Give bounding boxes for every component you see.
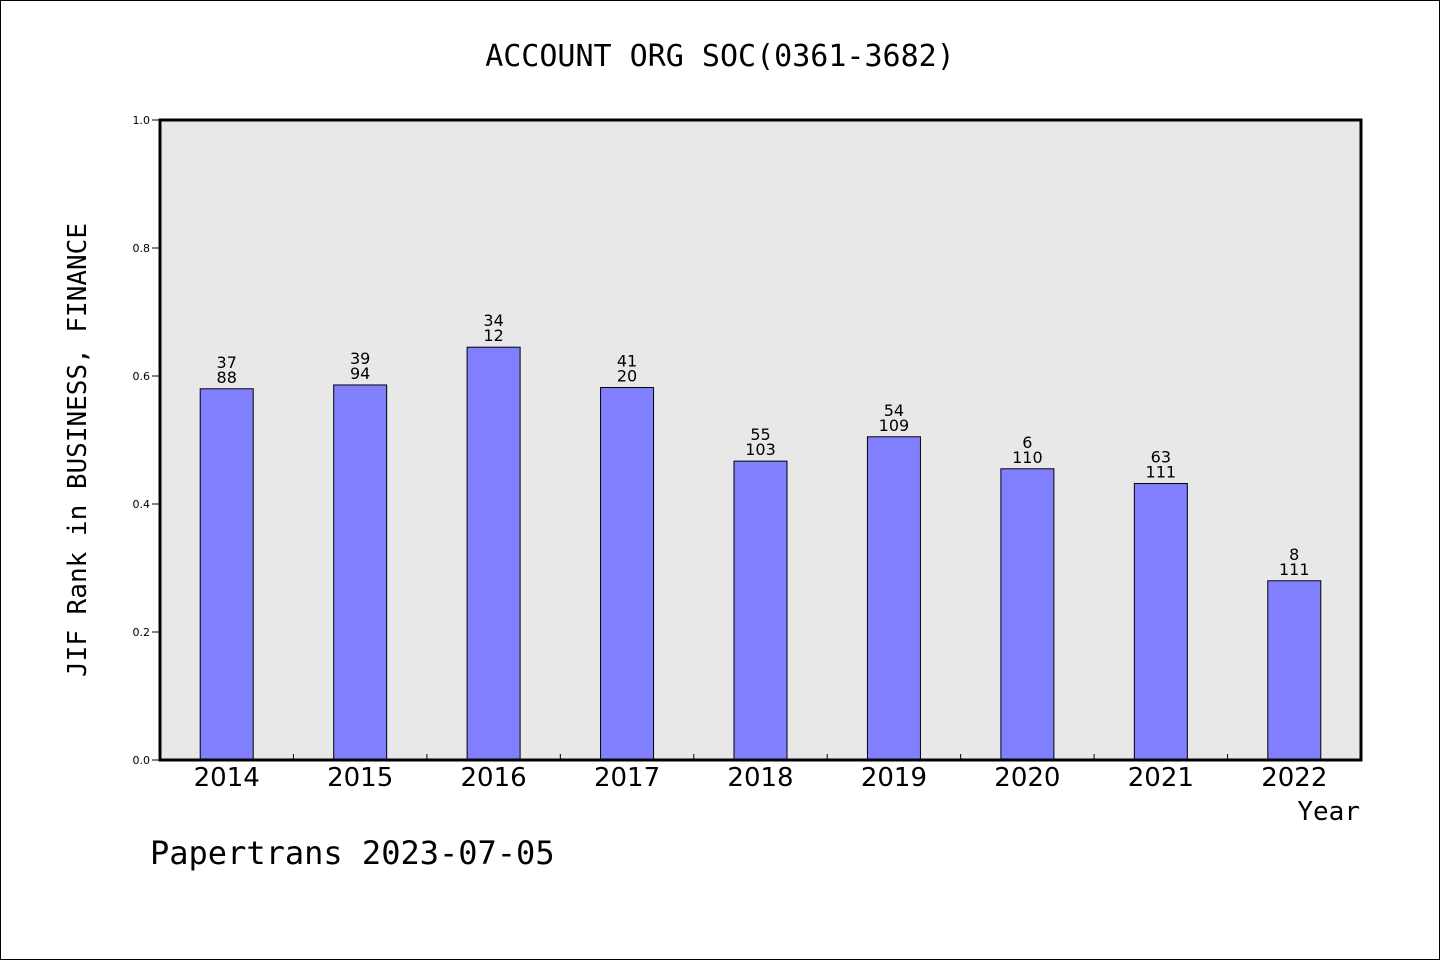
x-tick-label-2019: 2019 [861,763,927,793]
bar-label-bottom-2022: 111 [1279,560,1310,579]
bar-label-bottom-2016: 12 [483,326,503,345]
bar-label-top-2020: 6 [1022,433,1032,452]
x-tick-label-2018: 2018 [727,763,793,793]
y-axis-ticks: 0.0 0.2 0.4 0.6 0.8 1.0 [133,114,160,767]
y-tick-label-0.6: 0.6 [133,370,151,383]
x-tick-label-2020: 2020 [994,763,1060,793]
bar-2019 [866,436,921,761]
x-tick-label-2017: 2017 [594,763,660,793]
bar-label-bottom-2017: 20 [617,367,637,386]
x-tick-label-2014: 2014 [194,763,260,793]
y-tick-label-0.2: 0.2 [133,626,151,639]
x-tick-label-2021: 2021 [1128,763,1194,793]
bar-label-top-2015: 39 [350,349,370,368]
chart-title: ACCOUNT ORG SOC(0361-3682) [485,39,955,74]
x-tick-label-2016: 2016 [461,763,527,793]
plot-border [158,118,1363,762]
bar-label-bottom-2020: 110 [1012,448,1043,467]
bar-2020 [1000,468,1055,761]
y-tick-label-0.0: 0.0 [133,754,151,767]
bar-label-bottom-2021: 111 [1146,463,1177,482]
bar-2022 [1267,580,1322,761]
bar-label-bottom-2014: 88 [217,368,237,387]
bar-2015 [333,384,388,761]
footer-credit: Papertrans 2023-07-05 [150,834,555,872]
x-tick-label-2022: 2022 [1261,763,1327,793]
bar-label-top-2016: 34 [483,311,503,330]
bar-label-top-2018: 55 [750,425,770,444]
x-axis-ticks: 2014 2015 2016 2017 2018 2019 2020 2021 2022 [194,754,1327,793]
bar-label-top-2022: 8 [1289,545,1299,564]
y-axis-label: JIF Rank in BUSINESS, FINANCE [63,223,93,677]
bar-2016 [466,346,521,761]
y-tick-label-0.8: 0.8 [133,242,151,255]
bar-label-top-2014: 37 [217,353,237,372]
bar-label-bottom-2019: 109 [879,416,910,435]
x-axis-label: Year [1297,797,1360,827]
bar-label-top-2017: 41 [617,352,637,371]
bar-2014 [199,388,254,761]
bar-label-bottom-2018: 103 [745,440,776,459]
bar-2018 [733,460,788,761]
bar-label-bottom-2015: 94 [350,364,370,383]
x-tick-label-2015: 2015 [327,763,393,793]
bar-label-top-2019: 54 [884,401,904,420]
bar-2021 [1133,483,1188,761]
y-tick-label-1.0: 1.0 [133,114,151,127]
bar-label-top-2021: 63 [1151,448,1171,467]
bar-2017 [600,387,655,761]
y-tick-label-0.4: 0.4 [133,498,151,511]
